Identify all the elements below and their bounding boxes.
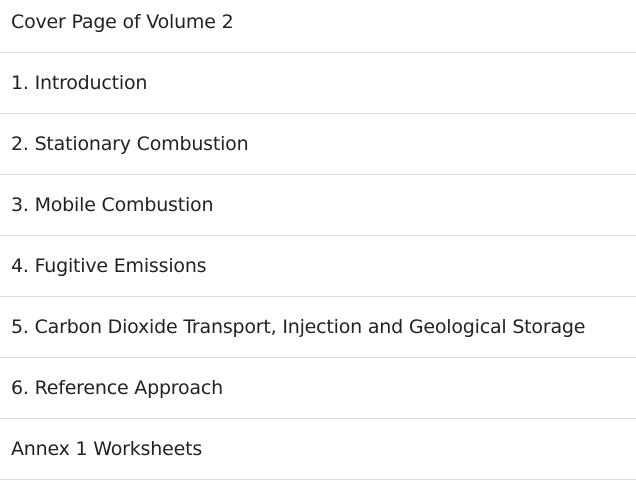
item-label: Annex 1 Worksheets bbox=[11, 438, 203, 460]
item-label: 6. Reference Approach bbox=[11, 377, 223, 399]
list-item-stationary-combustion[interactable]: 2. Stationary Combustion bbox=[0, 114, 636, 175]
list-item-mobile-combustion[interactable]: 3. Mobile Combustion bbox=[0, 175, 636, 236]
list-item-co2-transport-storage[interactable]: 5. Carbon Dioxide Transport, Injection a… bbox=[0, 297, 636, 358]
item-label: 3. Mobile Combustion bbox=[11, 194, 214, 216]
item-label: 4. Fugitive Emissions bbox=[11, 255, 207, 277]
list-item-introduction[interactable]: 1. Introduction bbox=[0, 53, 636, 114]
list-item-reference-approach[interactable]: 6. Reference Approach bbox=[0, 358, 636, 419]
list-item-cover-page[interactable]: Cover Page of Volume 2 bbox=[0, 0, 636, 53]
list-item-annex-worksheets[interactable]: Annex 1 Worksheets bbox=[0, 419, 636, 480]
item-label: 5. Carbon Dioxide Transport, Injection a… bbox=[11, 316, 586, 338]
item-label: 1. Introduction bbox=[11, 72, 148, 94]
list-item-fugitive-emissions[interactable]: 4. Fugitive Emissions bbox=[0, 236, 636, 297]
item-label: Cover Page of Volume 2 bbox=[11, 11, 234, 33]
item-label: 2. Stationary Combustion bbox=[11, 133, 249, 155]
